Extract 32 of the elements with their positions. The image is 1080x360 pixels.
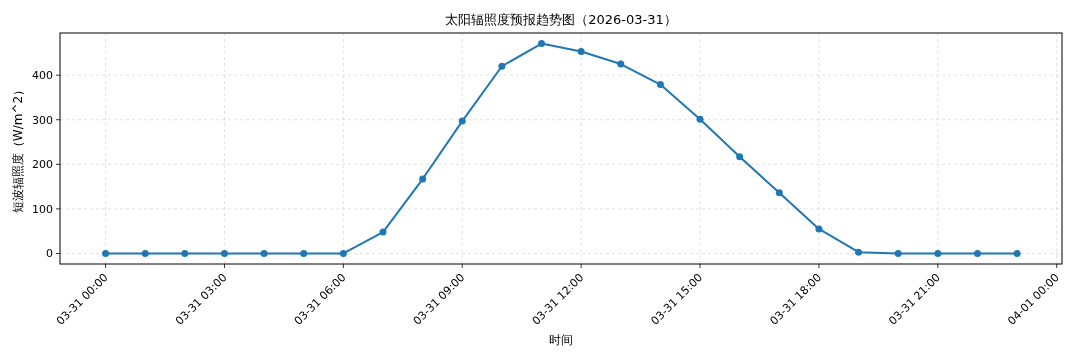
point	[696, 115, 704, 123]
point	[339, 249, 347, 257]
ytick: 400	[32, 69, 53, 83]
ylabel: 短波辐照度（W/m^2）	[11, 83, 25, 214]
point	[458, 117, 466, 125]
point	[379, 228, 387, 236]
point	[656, 81, 664, 89]
point	[260, 249, 268, 257]
point	[894, 249, 902, 257]
xlabel: 时间	[549, 333, 573, 347]
point	[1013, 249, 1021, 257]
point	[617, 60, 625, 68]
point	[577, 48, 585, 56]
ytick: 200	[32, 158, 53, 172]
ytick: 100	[32, 202, 53, 216]
point	[934, 249, 942, 257]
point	[736, 153, 744, 161]
ytick: 300	[32, 113, 53, 127]
point	[300, 249, 308, 257]
point	[538, 40, 546, 48]
point	[220, 249, 228, 257]
point	[102, 249, 110, 257]
point	[815, 225, 823, 233]
ytick: 0	[46, 247, 53, 261]
point	[775, 189, 783, 197]
point	[419, 175, 427, 183]
point	[181, 249, 189, 257]
point	[141, 249, 149, 257]
point	[498, 62, 506, 70]
point	[973, 249, 981, 257]
title: 太阳辐照度预报趋势图（2026-03-31）	[445, 12, 677, 27]
point	[855, 248, 863, 256]
